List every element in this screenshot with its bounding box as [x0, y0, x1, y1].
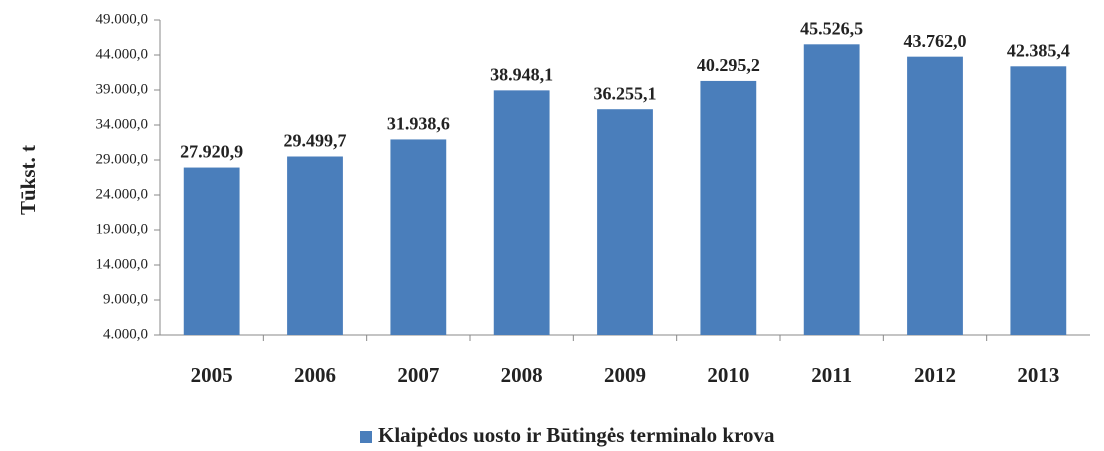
bar	[1010, 66, 1067, 336]
y-tick-label: 44.000,0	[96, 46, 149, 62]
x-tick-label: 2008	[501, 363, 543, 387]
value-label: 27.920,9	[180, 142, 243, 162]
value-label: 31.938,6	[387, 114, 450, 134]
value-label: 43.762,0	[904, 31, 967, 51]
bar	[803, 44, 860, 335]
value-label: 38.948,1	[490, 64, 553, 84]
bar	[907, 56, 963, 335]
value-label: 40.295,2	[697, 55, 760, 75]
y-tick-label: 29.000,0	[96, 151, 149, 167]
bar	[493, 90, 550, 335]
bar	[390, 139, 447, 335]
x-tick-label: 2012	[914, 363, 956, 387]
x-tick-label: 2011	[811, 363, 852, 387]
value-label: 36.255,1	[594, 83, 657, 103]
value-label: 29.499,7	[284, 131, 347, 151]
bar	[287, 156, 343, 335]
value-label: 45.526,5	[800, 18, 863, 38]
legend-swatch	[360, 431, 372, 443]
bar	[597, 109, 653, 336]
x-tick-label: 2009	[604, 363, 646, 387]
y-tick-label: 49.000,0	[96, 11, 149, 27]
x-tick-label: 2007	[397, 363, 439, 387]
y-tick-label: 39.000,0	[96, 81, 149, 97]
x-tick-label: 2005	[191, 363, 233, 387]
legend-label: Klaipėdos uosto ir Būtingės terminalo kr…	[378, 423, 775, 447]
y-tick-label: 24.000,0	[96, 186, 149, 202]
y-tick-label: 4.000,0	[103, 326, 148, 342]
x-tick-label: 2010	[707, 363, 749, 387]
y-tick-label: 14.000,0	[96, 256, 149, 272]
x-tick-label: 2013	[1017, 363, 1059, 387]
y-tick-label: 19.000,0	[96, 221, 149, 237]
y-axis-label: Tūkst. t	[16, 145, 40, 215]
y-tick-label: 34.000,0	[96, 116, 149, 132]
value-label: 42.385,4	[1007, 40, 1070, 60]
y-tick-label: 9.000,0	[103, 291, 148, 307]
bar	[183, 167, 240, 335]
x-tick-label: 2006	[294, 363, 336, 387]
bar	[700, 80, 757, 336]
